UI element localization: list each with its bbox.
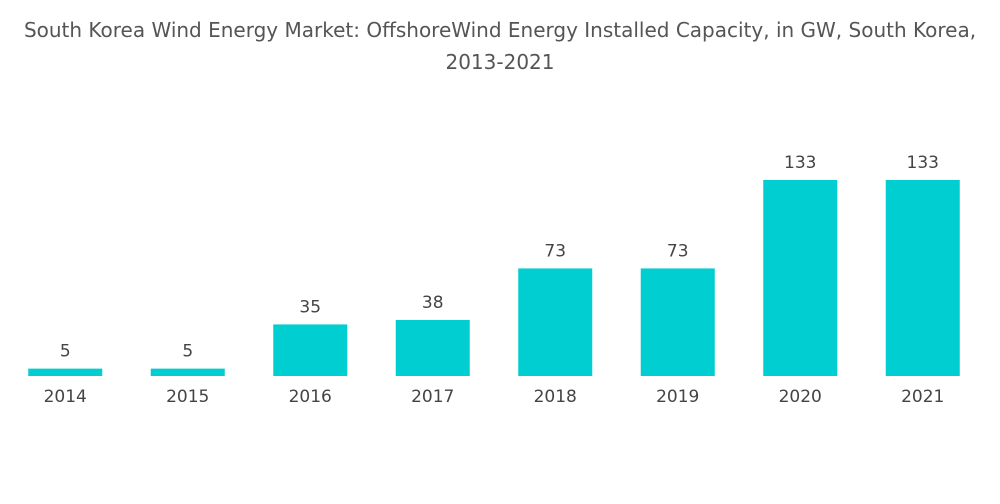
value-label: 73 bbox=[667, 241, 689, 261]
bar bbox=[518, 268, 593, 376]
x-tick-label: 2020 bbox=[779, 387, 822, 407]
value-label: 5 bbox=[60, 342, 71, 362]
value-label: 38 bbox=[422, 293, 444, 313]
bar bbox=[640, 268, 715, 376]
x-tick-label: 2019 bbox=[656, 387, 699, 407]
bar bbox=[28, 368, 103, 376]
value-label: 133 bbox=[907, 153, 939, 173]
bar bbox=[763, 180, 838, 376]
x-tick-label: 2018 bbox=[534, 387, 577, 407]
x-tick-label: 2021 bbox=[901, 387, 944, 407]
value-label: 5 bbox=[182, 342, 193, 362]
x-tick-label: 2016 bbox=[289, 387, 332, 407]
bar bbox=[885, 180, 960, 376]
bar bbox=[150, 368, 225, 376]
value-label: 133 bbox=[784, 153, 816, 173]
value-label: 73 bbox=[544, 241, 566, 261]
x-tick-label: 2017 bbox=[411, 387, 454, 407]
x-tick-label: 2014 bbox=[44, 387, 87, 407]
chart-title: South Korea Wind Energy Market: Offshore… bbox=[23, 18, 977, 74]
bar bbox=[273, 324, 348, 376]
bar bbox=[395, 320, 470, 376]
x-tick-label: 2015 bbox=[166, 387, 209, 407]
value-label: 35 bbox=[299, 297, 321, 317]
